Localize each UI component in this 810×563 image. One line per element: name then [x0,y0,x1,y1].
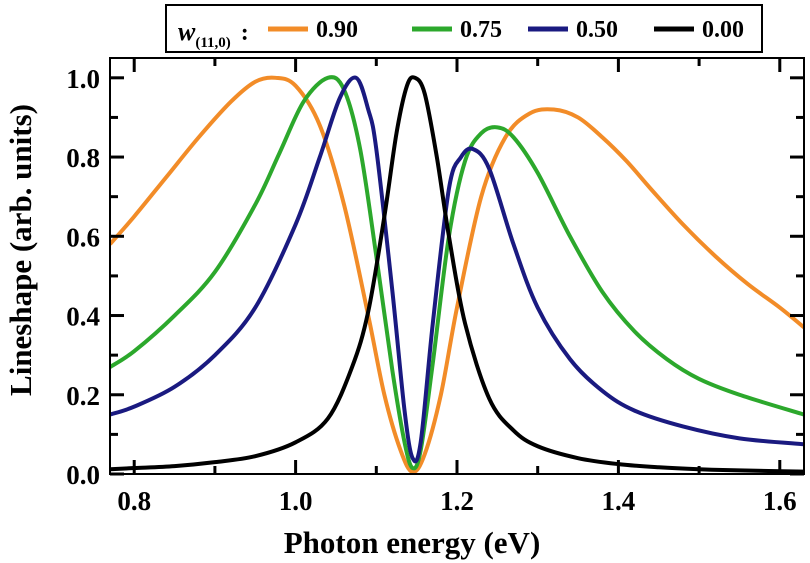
y-axis-ticks [110,76,804,476]
x-tick-label: 1.0 [279,486,313,516]
x-axis-ticks [132,58,782,474]
y-axis-tick-labels: 0.0 0.2 0.4 0.6 0.8 1.0 [66,64,100,490]
legend-label: 0.00 [702,17,744,43]
series-layer [110,75,804,474]
legend-title-sub: (11,0) [195,35,230,51]
legend-entry-w-0-00: 0.00 [654,17,744,43]
y-tick-label: 0.2 [66,381,100,411]
x-axis-tick-labels: 0.8 1.0 1.2 1.4 1.6 [117,486,796,516]
legend-entries: 0.90 0.75 0.50 0.00 [268,17,744,43]
legend-title: w(11,0): [178,17,249,51]
x-tick-label: 1.6 [763,486,797,516]
legend-label: 0.75 [460,17,502,43]
legend-title-suffix: : [241,20,249,46]
y-axis-label: Lineshape (arb. units) [3,104,38,396]
legend-title-main: w [178,17,196,46]
legend-entry-w-0-50: 0.50 [528,17,618,43]
y-tick-label: 0.0 [66,460,100,490]
series-line-w-0-90 [110,75,804,474]
x-tick-label: 1.2 [440,486,474,516]
y-tick-label: 1.0 [66,64,100,94]
y-tick-label: 0.8 [66,143,100,173]
legend-entry-w-0-75: 0.75 [412,17,502,43]
legend-label: 0.50 [576,17,618,43]
plot-area: 0.8 1.0 1.2 1.4 1.6 0.0 0.2 0.4 0.6 0.8 1.0 [66,57,805,516]
y-tick-label: 0.4 [66,302,100,332]
x-tick-label: 0.8 [117,486,151,516]
x-axis-label: Photon energy (eV) [284,525,541,560]
x-tick-label: 1.4 [602,486,636,516]
y-tick-label: 0.6 [66,222,100,252]
legend-label: 0.90 [316,17,358,43]
legend-entry-w-0-90: 0.90 [268,17,358,43]
series-line-w-0-00 [110,75,804,474]
series-line-w-0-50 [110,75,804,464]
legend: w(11,0): 0.90 0.75 0.50 0.00 [165,4,763,53]
